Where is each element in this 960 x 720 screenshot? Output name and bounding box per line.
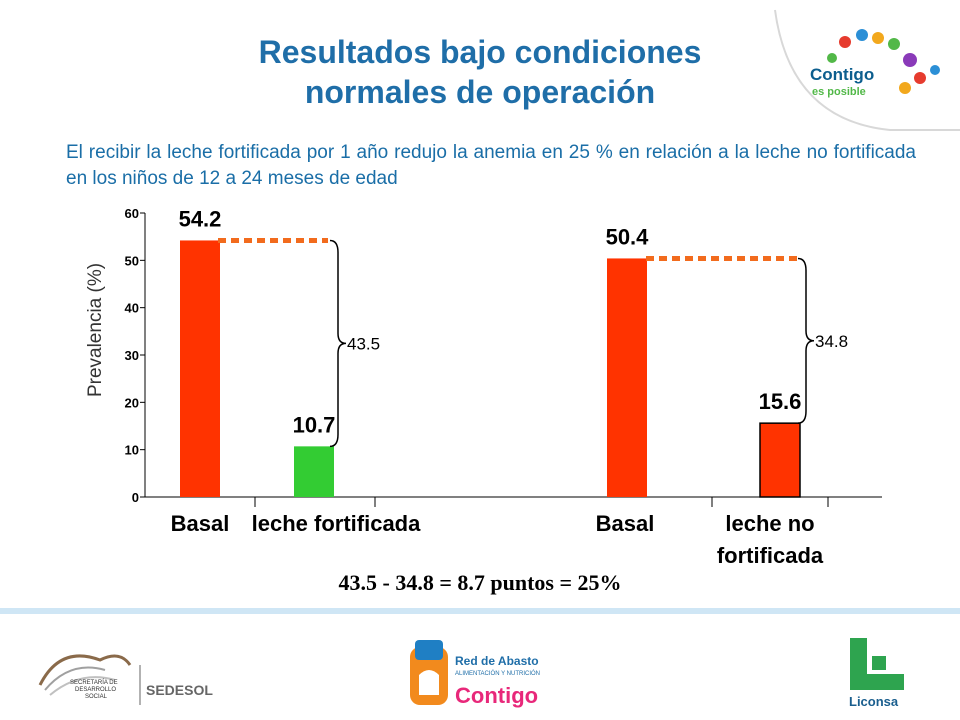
contigo-logo-text: Contigo xyxy=(810,65,874,84)
category-label-3: Basal xyxy=(596,511,655,536)
difference-brace-1 xyxy=(329,239,347,448)
sedesol-line-1: SECRETARÍA DE xyxy=(70,679,118,686)
y-tick-label: 50 xyxy=(125,253,139,268)
category-label-1: Basal xyxy=(171,511,230,536)
y-axis-title: Prevalencia (%) xyxy=(85,263,106,397)
chart-bars xyxy=(180,240,801,498)
y-tick-label: 20 xyxy=(125,395,139,410)
contigo-logo: Contigo es posible xyxy=(774,9,960,131)
difference-brace-2 xyxy=(797,257,815,424)
difference-label-1: 43.5 xyxy=(347,334,380,353)
bar-3 xyxy=(607,258,647,497)
sedesol-logo: SECRETARÍA DE DESARROLLO SOCIAL SEDESOL xyxy=(38,654,213,705)
red-de-abasto-tagline: ALIMENTACIÓN Y NUTRICIÓN xyxy=(455,670,540,677)
contigo-logo-subtext: es posible xyxy=(812,86,866,98)
difference-formula: 43.5 - 34.8 = 8.7 puntos = 25% xyxy=(338,570,622,595)
liconsa-logo: Liconsa xyxy=(849,638,904,709)
y-tick-label: 60 xyxy=(125,206,139,221)
chart-annotations: 43.5 34.8 xyxy=(218,237,848,448)
difference-label-2: 34.8 xyxy=(815,332,848,351)
y-tick-label: 30 xyxy=(125,348,139,363)
y-tick-label: 10 xyxy=(125,443,139,458)
y-tick-label: 0 xyxy=(132,490,139,505)
bar-2 xyxy=(294,446,334,497)
footer-divider xyxy=(0,608,960,614)
title-line-1: Resultados bajo condiciones xyxy=(258,34,702,70)
chart-labels: 54.2 10.7 50.4 15.6 Basal leche fortificada Ba… xyxy=(171,206,824,568)
category-label-2: leche fortificada xyxy=(252,511,421,536)
bar-4 xyxy=(759,422,801,498)
slide-subtitle: El recibir la leche fortificada por 1 añ… xyxy=(66,142,916,189)
data-label-1: 54.2 xyxy=(179,206,222,231)
sedesol-line-2: DESARROLLO xyxy=(75,687,116,693)
sedesol-brand: SEDESOL xyxy=(146,682,213,698)
chart-axes: 0 10 20 30 40 50 60 Prevalencia (%) xyxy=(85,206,882,507)
red-de-abasto-title: Red de Abasto xyxy=(455,654,539,668)
liconsa-brand: Liconsa xyxy=(849,694,899,709)
red-de-abasto-logo: Red de Abasto ALIMENTACIÓN Y NUTRICIÓN C… xyxy=(410,640,540,708)
data-label-2: 10.7 xyxy=(293,412,336,437)
y-tick-label: 40 xyxy=(125,301,139,316)
red-de-abasto-contigo: Contigo xyxy=(455,683,538,708)
sedesol-line-3: SOCIAL xyxy=(85,694,108,700)
data-label-3: 50.4 xyxy=(606,224,650,249)
category-label-4: leche no fortificada xyxy=(717,511,824,568)
slide-title: Resultados bajo condiciones normales de … xyxy=(150,32,810,112)
bar-1 xyxy=(180,240,220,497)
data-label-4: 15.6 xyxy=(759,389,802,414)
title-line-2: normales de operación xyxy=(304,74,656,110)
prevalence-bar-chart: 0 10 20 30 40 50 60 Prevalencia (%) 43.5 34.8 54… xyxy=(85,206,882,568)
